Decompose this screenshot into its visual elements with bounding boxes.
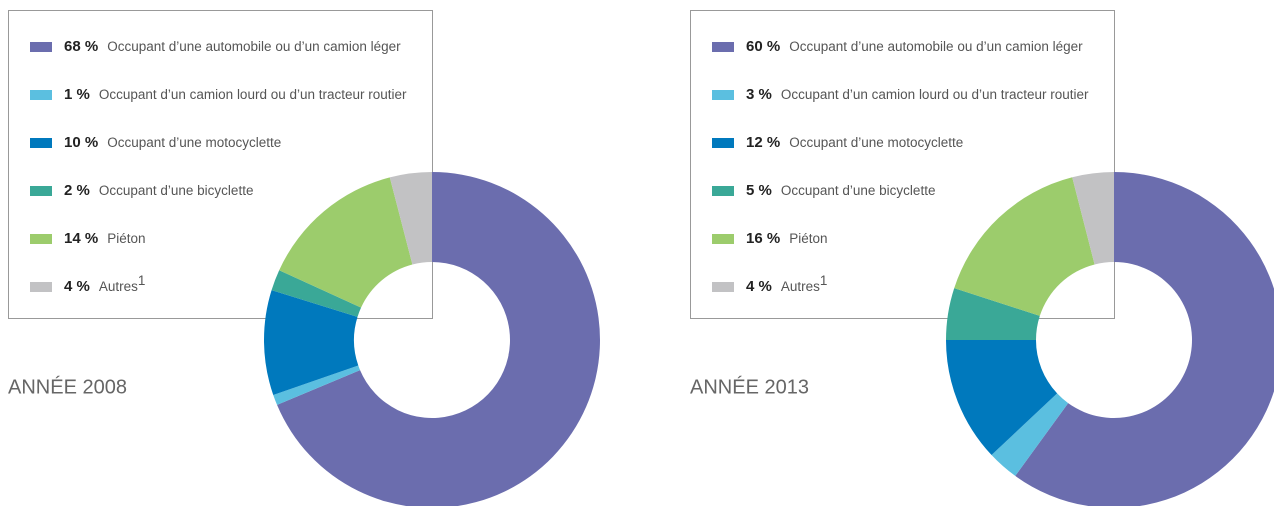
legend-label: 60 % Occupant d’une automobile ou d’un ca… [746, 38, 1083, 55]
legend-category: Piéton [107, 231, 145, 246]
donut-slice [946, 288, 1040, 340]
legend-category: Occupant d’une motocyclette [107, 135, 281, 150]
legend-value: 3 % [746, 86, 772, 103]
legend-category: Occupant d’un camion lourd ou d’un tract… [781, 87, 1089, 102]
legend-swatch [30, 282, 52, 292]
legend-swatch [712, 186, 734, 196]
donut-slice [1015, 172, 1274, 506]
legend-label: 14 % Piéton [64, 230, 145, 247]
legend-swatch [30, 234, 52, 244]
legend-swatch [712, 90, 734, 100]
legend-value: 5 % [746, 182, 772, 199]
legend-category: Occupant d’une automobile ou d’un camion… [789, 39, 1083, 54]
legend-label: 12 % Occupant d’une motocyclette [746, 134, 963, 151]
legend-value: 60 % [746, 38, 780, 55]
legend-value: 12 % [746, 134, 780, 151]
legend-value: 14 % [64, 230, 98, 247]
chart: 60 % Occupant d’une automobile ou d’un ca… [690, 10, 1274, 506]
legend-category: Autres [99, 279, 138, 294]
chart-title: ANNÉE 2008 [8, 375, 127, 398]
legend-value: 1 % [64, 86, 90, 103]
donut-slice [954, 177, 1095, 316]
legend-category: Occupant d’une bicyclette [99, 183, 254, 198]
legend-swatch [30, 186, 52, 196]
legend-label: 3 % Occupant d’un camion lourd ou d’un tr… [746, 86, 1089, 103]
legend-value: 4 % [64, 278, 90, 295]
legend-swatch [712, 138, 734, 148]
donut-slice [264, 290, 359, 395]
donut-slice [991, 393, 1069, 476]
legend-swatch [712, 282, 734, 292]
donut-slice [277, 172, 600, 506]
legend-category: Occupant d’une motocyclette [789, 135, 963, 150]
chart: 68 % Occupant d’une automobile ou d’un ca… [8, 10, 600, 506]
legend-label: 68 % Occupant d’une automobile ou d’un ca… [64, 38, 401, 55]
legend-swatch [712, 42, 734, 52]
legend-category: Occupant d’une automobile ou d’un camion… [107, 39, 401, 54]
donut-slice [1072, 172, 1114, 265]
legend-label: 2 % Occupant d’une bicyclette [64, 182, 253, 199]
legend-swatch [712, 234, 734, 244]
legend-superscript: 1 [820, 273, 828, 288]
legend-value: 16 % [746, 230, 780, 247]
legend-value: 68 % [64, 38, 98, 55]
legend-label: 4 % Autres1 [64, 273, 145, 295]
legend-label: 1 % Occupant d’un camion lourd ou d’un tr… [64, 86, 407, 103]
legend-category: Occupant d’une bicyclette [781, 183, 936, 198]
legend-category: Occupant d’un camion lourd ou d’un tract… [99, 87, 407, 102]
legend-label: 16 % Piéton [746, 230, 827, 247]
legend-category: Autres [781, 279, 820, 294]
donut-slice [946, 340, 1058, 456]
legend-label: 4 % Autres1 [746, 273, 827, 295]
legend-value: 10 % [64, 134, 98, 151]
legend-swatch [30, 90, 52, 100]
donut-slice [279, 177, 413, 308]
donut-slice [389, 172, 432, 265]
legend-value: 4 % [746, 278, 772, 295]
donut-slice [271, 270, 362, 317]
legend-swatch [30, 138, 52, 148]
legend-category: Piéton [789, 231, 827, 246]
legend-value: 2 % [64, 182, 90, 199]
legend-swatch [30, 42, 52, 52]
legend-label: 10 % Occupant d’une motocyclette [64, 134, 281, 151]
legend-superscript: 1 [138, 273, 146, 288]
donut-slice [273, 365, 361, 405]
legend-label: 5 % Occupant d’une bicyclette [746, 182, 935, 199]
chart-title: ANNÉE 2013 [690, 375, 809, 398]
